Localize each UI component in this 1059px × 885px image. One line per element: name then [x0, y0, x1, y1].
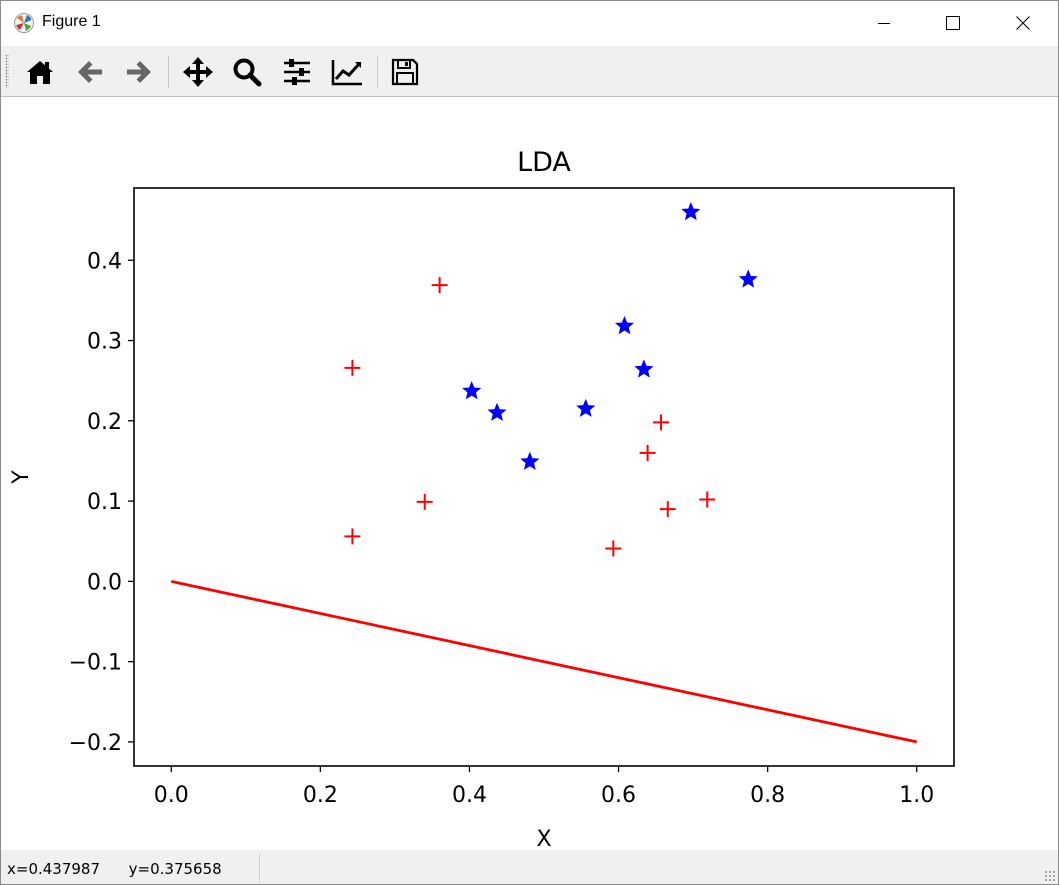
y-tick-label: −0.1	[69, 651, 122, 676]
x-tick-label: 0.6	[601, 783, 636, 808]
cursor-coordinates: x=0.437987 y=0.375658	[7, 860, 222, 878]
title-bar[interactable]: Figure 1	[1, 1, 1058, 45]
sliders-icon	[284, 59, 310, 85]
y-tick-label: −0.2	[69, 731, 122, 756]
minimize-icon	[878, 23, 890, 24]
star-marker	[487, 402, 507, 421]
arrow-right-icon	[127, 61, 151, 83]
arrow-left-icon	[78, 61, 102, 83]
y-coordinate-readout: y=0.375658	[128, 860, 222, 878]
plus-marker	[605, 540, 622, 557]
home-button[interactable]	[23, 55, 57, 89]
toolbar-separator	[377, 56, 378, 88]
x-tick-label: 1.0	[899, 783, 934, 808]
plus-marker	[344, 359, 361, 376]
star-marker	[681, 202, 701, 221]
x-tick-label: 0.8	[750, 783, 785, 808]
maximize-icon	[946, 16, 960, 30]
star-marker	[634, 359, 654, 378]
move-icon	[183, 57, 213, 87]
star-marker	[520, 451, 540, 470]
zoom-button[interactable]	[230, 55, 264, 89]
y-axis-label: Y	[9, 470, 34, 485]
magnifier-icon	[233, 58, 262, 87]
plus-marker	[431, 277, 448, 294]
y-tick-label: 0.0	[87, 570, 122, 595]
close-button[interactable]	[988, 1, 1058, 45]
scatter-plot[interactable]: LDA X Y 0.0 0.2 0.4 0.6 0.8 1.0 −0.2−0.10.00.…	[1, 97, 1058, 852]
axes-frame	[133, 187, 955, 767]
figure-canvas[interactable]: LDA X Y 0.0 0.2 0.4 0.6 0.8 1.0 −0.2 −0.1 0.0 0.…	[1, 97, 1058, 852]
navigation-toolbar	[1, 46, 1058, 97]
minimize-button[interactable]	[849, 1, 919, 45]
status-divider	[259, 854, 260, 882]
star-marker	[738, 269, 758, 288]
subplots-button[interactable]	[280, 55, 314, 89]
forward-button[interactable]	[122, 55, 156, 89]
toolbar-separator	[168, 56, 169, 88]
y-axis-ticks: −0.2 −0.1 0.0 0.1 0.2 0.3 0.4	[69, 249, 134, 756]
x-axis-label: X	[536, 827, 551, 849]
star-marker	[462, 381, 482, 400]
floppy-disk-icon	[391, 58, 419, 86]
plus-marker	[659, 501, 676, 518]
y-tick-label: 0.4	[87, 249, 122, 274]
y-tick-label: 0.2	[87, 410, 122, 435]
window-title: Figure 1	[42, 13, 101, 30]
star-marker	[576, 398, 596, 417]
star-marker	[614, 316, 635, 335]
status-bar: x=0.437987 y=0.375658	[1, 850, 1058, 884]
resize-grip[interactable]	[1044, 870, 1056, 882]
plus-marker	[344, 528, 361, 545]
x-axis-ticks: 0.0 0.2 0.4 0.6 0.8 1.0	[154, 766, 934, 808]
lda-line	[170, 579, 918, 744]
save-button[interactable]	[388, 55, 422, 89]
data-series	[170, 202, 918, 744]
maximize-button[interactable]	[918, 1, 988, 45]
plus-marker	[653, 414, 670, 431]
home-icon	[27, 61, 53, 84]
plus-marker	[699, 491, 716, 508]
y-tick-label: 0.1	[87, 490, 122, 515]
y-tick-label: 0.3	[87, 330, 122, 355]
plus-marker	[416, 493, 433, 510]
x-tick-label: 0.0	[154, 783, 189, 808]
edit-axes-button[interactable]	[330, 55, 364, 89]
back-button[interactable]	[73, 55, 107, 89]
toolbar-grip[interactable]	[5, 54, 9, 88]
line-chart-icon	[331, 60, 362, 86]
x-tick-label: 0.2	[303, 783, 338, 808]
close-icon	[1016, 16, 1030, 30]
chart-title: LDA	[517, 147, 571, 178]
x-coordinate-readout: x=0.437987	[7, 860, 101, 878]
plus-marker	[639, 444, 656, 461]
matplotlib-icon	[14, 13, 34, 33]
x-tick-label: 0.4	[452, 783, 487, 808]
pan-button[interactable]	[181, 55, 215, 89]
